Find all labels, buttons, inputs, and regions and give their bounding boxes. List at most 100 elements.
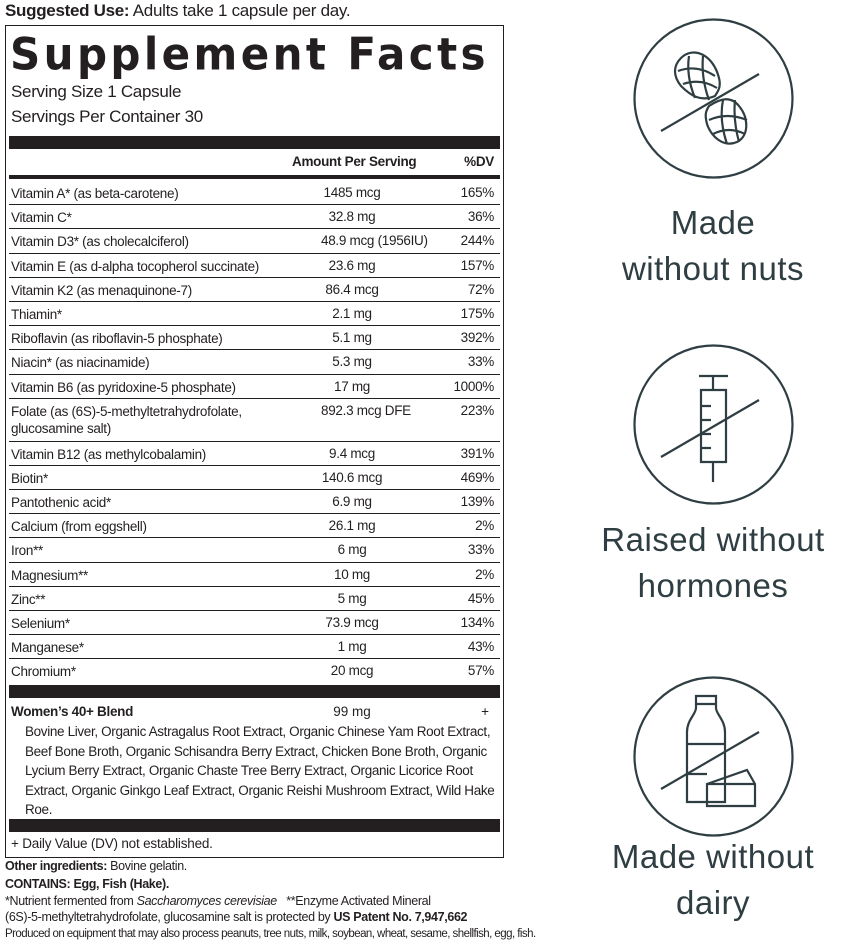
nutrient-row: Vitamin A* (as beta-carotene) 1485 mcg 165… — [9, 181, 500, 206]
nutrient-dv: 33% — [467, 354, 494, 370]
blend-name: Women’s 40+ Blend — [11, 704, 134, 719]
nutrient-row: Folate (as (6S)-5-methyltetrahydrofolate… — [9, 399, 500, 442]
nutrient-name: Vitamin E (as d-alpha tocopherol succina… — [11, 258, 259, 274]
serving-size: Serving Size 1 Capsule — [11, 82, 182, 101]
servings-per-container: Servings Per Container 30 — [11, 107, 203, 126]
nutrient-dv: 2% — [475, 518, 494, 534]
nutrient-row: Vitamin D3* (as cholecalciferol) 48.9 mcg… — [9, 229, 500, 254]
nutrient-amount: 10 mg — [333, 566, 371, 582]
nutrient-name: Manganese* — [11, 640, 84, 656]
nutrient-dv: 134% — [460, 615, 495, 630]
nutrient-amount: 6.9 mg — [332, 494, 372, 510]
nutrient-amount: 5.1 mg — [332, 330, 372, 346]
nutrient-amount: 73.9 mcg — [325, 615, 379, 630]
nutrient-name: Vitamin C* — [11, 210, 72, 226]
claim-no-nuts: Made without nuts — [621, 204, 805, 287]
nutrient-dv: 43% — [467, 639, 494, 655]
claim-no-hormones: Raised without hormones — [601, 521, 825, 604]
header-dv: %DV — [464, 154, 494, 169]
nutrient-amount: 140.6 mcg — [321, 469, 383, 485]
nutrient-amount: 6 mg — [337, 542, 367, 558]
blend-dv: + — [481, 704, 489, 719]
blend-amount: 99 mg — [333, 704, 371, 719]
nutrient-name: Folate (as (6S)-5-methyltetrahydrofolate… — [11, 403, 242, 436]
nutrient-dv: 72% — [467, 281, 494, 297]
supplement-facts-panel: Supplement Facts Serving Size 1 Capsule … — [5, 25, 504, 858]
patent-note: (6S)-5-methyltetrahydrofolate, glucosami… — [5, 910, 468, 924]
nutrient-row: Vitamin E (as d-alpha tocopherol succina… — [9, 254, 500, 278]
no-nuts-icon — [633, 18, 794, 179]
nutrient-amount: 9.4 mcg — [329, 445, 375, 461]
nutrient-row: Riboflavin (as riboflavin-5 phosphate) 5.… — [9, 326, 500, 351]
nutrient-amount: 20 mcg — [330, 663, 374, 679]
nutrient-row: Chromium* 20 mcg 57% — [9, 659, 500, 683]
nutrient-name: Thiamin* — [11, 306, 62, 322]
nutrient-row: Manganese* 1 mg 43% — [9, 635, 500, 660]
nutrient-dv: 244% — [460, 233, 495, 249]
nutrient-dv: 165% — [460, 185, 495, 200]
nutrient-row: Niacin* (as niacinamide) 5.3 mg 33% — [9, 350, 500, 375]
divider-thick — [9, 685, 500, 698]
nutrient-name: Riboflavin (as riboflavin-5 phosphate) — [11, 331, 223, 347]
blend-ingredients: Bovine Liver, Organic Astragalus Root Ex… — [25, 724, 495, 817]
nutrient-row: Selenium* 73.9 mcg 134% — [9, 611, 500, 636]
nutrient-dv: 45% — [467, 590, 494, 606]
nutrient-amount: 26.1 mg — [328, 518, 376, 534]
nutrient-dv: 139% — [460, 494, 495, 510]
nutrient-name: Calcium (from eggshell) — [11, 519, 147, 535]
nutrient-name: Niacin* (as niacinamide) — [11, 355, 150, 371]
nutrient-table: Vitamin A* (as beta-carotene) 1485 mcg 165… — [9, 181, 500, 684]
nutrient-row: Pantothenic acid* 6.9 mg 139% — [9, 490, 500, 515]
allergen-contains: CONTAINS: Egg, Fish (Hake). — [5, 877, 169, 891]
divider-medium — [9, 175, 500, 179]
nutrient-row: Vitamin B12 (as methylcobalamin) 9.4 mcg 3… — [9, 442, 500, 466]
nutrient-dv: 1000% — [453, 378, 494, 394]
no-dairy-icon — [633, 676, 794, 837]
nutrient-name: Magnesium** — [11, 567, 88, 583]
nutrient-dv: 223% — [460, 402, 495, 418]
facts-title: Supplement Facts — [10, 28, 489, 81]
nutrient-name: Zinc** — [11, 591, 46, 607]
nutrient-row: Calcium (from eggshell) 26.1 mg 2% — [9, 514, 500, 539]
nutrient-amount: 86.4 mcg — [325, 281, 379, 297]
nutrient-amount: 5 mg — [337, 590, 367, 606]
nutrient-amount: 1 mg — [337, 639, 367, 655]
nutrient-name: Selenium* — [11, 616, 70, 631]
nutrient-dv: 175% — [460, 305, 495, 321]
nutrient-name: Pantothenic acid* — [11, 495, 111, 511]
nutrient-footnote: *Nutrient fermented from Saccharomyces c… — [5, 894, 431, 908]
other-ingredients: Other ingredients: Bovine gelatin. — [5, 859, 187, 873]
suggested-use: Suggested Use: Adults take 1 capsule per… — [5, 1, 351, 20]
nutrient-row: Zinc** 5 mg 45% — [9, 587, 500, 611]
nutrient-name: Vitamin A* (as beta-carotene) — [11, 186, 179, 201]
nutrient-dv: 469% — [460, 469, 495, 485]
divider-thick — [9, 819, 500, 832]
nutrient-dv: 392% — [460, 330, 495, 346]
nutrient-name: Vitamin D3* (as cholecalciferol) — [11, 234, 189, 250]
nutrient-row: Iron** 6 mg 33% — [9, 538, 500, 563]
nutrient-row: Biotin* 140.6 mcg 469% — [9, 466, 500, 491]
claim-no-dairy: Made without dairy — [611, 838, 815, 921]
nutrient-dv: 57% — [467, 663, 494, 679]
nutrient-name: Chromium* — [11, 664, 76, 680]
nutrient-row: Vitamin K2 (as menaquinone-7) 86.4 mcg 72% — [9, 278, 500, 302]
nutrient-row: Magnesium** 10 mg 2% — [9, 563, 500, 587]
nutrient-name: Vitamin B12 (as methylcobalamin) — [11, 446, 206, 462]
nutrient-name: Iron** — [11, 543, 43, 559]
no-hormones-icon — [633, 344, 794, 505]
nutrient-name: Vitamin K2 (as menaquinone-7) — [11, 282, 192, 298]
nutrient-row: Vitamin C* 32.8 mg 36% — [9, 205, 500, 230]
divider-thick — [9, 136, 500, 149]
nutrient-amount: 892.3 mcg DFE — [321, 402, 411, 418]
header-amount: Amount Per Serving — [292, 154, 417, 169]
nutrient-dv: 157% — [460, 257, 495, 273]
nutrient-dv: 36% — [467, 209, 494, 225]
nutrient-name: Vitamin B6 (as pyridoxine-5 phosphate) — [11, 379, 236, 395]
nutrient-name: Biotin* — [11, 470, 48, 486]
dv-footnote: + Daily Value (DV) not established. — [11, 836, 213, 851]
nutrient-amount: 32.8 mg — [328, 209, 376, 225]
nutrient-dv: 391% — [460, 445, 495, 461]
nutrient-amount: 2.1 mg — [332, 305, 372, 321]
nutrient-dv: 2% — [475, 566, 494, 582]
equipment-note: Produced on equipment that may also proc… — [5, 928, 536, 940]
